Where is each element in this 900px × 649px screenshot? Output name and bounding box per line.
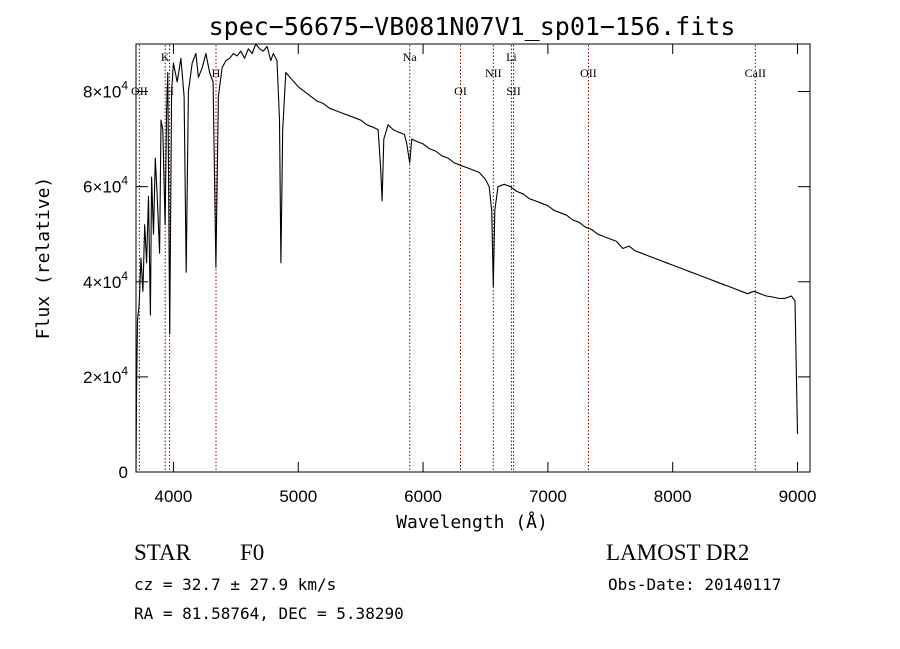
line-marker-label-9: OII (580, 66, 597, 80)
line-marker-label-4: Na (403, 50, 418, 64)
y-tick-label-4: 8×104 (83, 79, 128, 102)
x-axis-ticks: 4000 5000 6000 7000 8000 9000 (155, 44, 817, 506)
line-marker-label-2: H (165, 84, 174, 98)
line-marker-label-8: SII (506, 84, 521, 98)
line-marker-label-6: NII (485, 66, 502, 80)
line-marker-label-10: CaII (745, 66, 766, 80)
y-tick-exponent-3: 4 (121, 174, 128, 188)
chart-title: spec−56675−VB081N07V1_sp01−156.fits (209, 12, 736, 41)
object-subclass: F0 (240, 540, 264, 565)
object-class: STAR (134, 540, 192, 565)
y-axis-label: Flux (relative) (33, 177, 54, 340)
line-marker-label-3: H (212, 66, 221, 80)
line-marker-label-0: OII (131, 84, 148, 98)
line-marker-label-7: Li (506, 50, 517, 64)
spectrum-line-0 (135, 43, 799, 473)
info-block: STAR F0 cz = 32.7 ± 27.9 km/s RA = 81.58… (134, 540, 781, 623)
x-tick-label-4: 8000 (654, 487, 692, 506)
ra-dec: RA = 81.58764, DEC = 5.38290 (134, 604, 404, 623)
y-tick-label-1: 2×104 (83, 364, 128, 387)
y-tick-label-3: 6×104 (83, 174, 128, 197)
survey-name: LAMOST DR2 (606, 540, 749, 565)
x-tick-label-2: 6000 (404, 487, 442, 506)
observation-date: Obs-Date: 20140117 (608, 575, 781, 594)
x-tick-label-5: 9000 (779, 487, 817, 506)
x-tick-label-0: 4000 (155, 487, 193, 506)
y-tick-exponent-4: 4 (121, 79, 128, 93)
x-tick-label-1: 5000 (279, 487, 317, 506)
y-tick-exponent-2: 4 (121, 269, 128, 283)
y-tick-mantissa-4: 8×10 (83, 83, 121, 102)
y-tick-mantissa-1: 2×10 (83, 368, 121, 387)
x-tick-label-3: 7000 (529, 487, 567, 506)
spectrum-series (135, 43, 799, 473)
y-tick-exponent-1: 4 (121, 364, 128, 378)
plot-area (135, 43, 811, 473)
x-axis-label: Wavelength (Å) (396, 511, 548, 533)
y-tick-mantissa-3: 6×10 (83, 178, 121, 197)
plot-frame (135, 43, 811, 473)
redshift-cz: cz = 32.7 ± 27.9 km/s (134, 575, 336, 594)
line-marker-label-5: OI (454, 84, 467, 98)
y-tick-mantissa-0: 0 (119, 463, 128, 482)
y-tick-label-0: 0 (119, 463, 128, 482)
y-tick-mantissa-2: 4×10 (83, 273, 121, 292)
y-tick-label-2: 4×104 (83, 269, 128, 292)
line-marker-label-1: K (161, 50, 170, 64)
spectral-line-markers: OII K H H Na OI NII Li SII OII CaII (131, 45, 766, 472)
